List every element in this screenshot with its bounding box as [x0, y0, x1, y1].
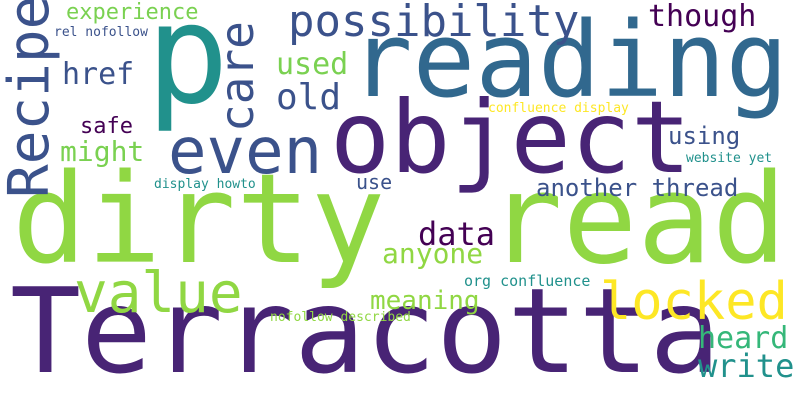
word-even: even	[168, 115, 323, 189]
word-data: data	[418, 215, 496, 253]
word-used: used	[276, 47, 349, 82]
word-old: old	[276, 77, 342, 118]
word-another-thread: another thread	[536, 174, 739, 202]
word-write: write	[698, 347, 795, 385]
word-display-howto: display howto	[154, 177, 256, 192]
word-experience: experience	[66, 0, 199, 25]
word-reading: reading	[350, 0, 789, 121]
word-org-confluence: org confluence	[464, 272, 591, 290]
word-p: p	[146, 0, 230, 135]
word-though: though	[648, 0, 757, 34]
word-possibility: possibility	[288, 0, 580, 47]
word-recipe: Recipe	[0, 0, 62, 198]
word-might: might	[60, 135, 145, 168]
word-heard: heard	[698, 321, 789, 356]
word-anyone: anyone	[382, 237, 484, 270]
word-use: use	[356, 170, 393, 194]
word-locked: locked	[600, 272, 788, 332]
word-nofollow-described: nofollow described	[270, 310, 411, 325]
word-confluence-display: confluence display	[488, 101, 629, 116]
word-rel-nofollow: rel nofollow	[54, 25, 148, 40]
word-object: object	[330, 79, 692, 196]
word-terracotta: Terracotta	[10, 262, 721, 400]
word-read: read	[488, 148, 787, 292]
word-website-yet: website yet	[686, 151, 773, 166]
word-dirty: dirty	[12, 148, 386, 292]
word-meaning: meaning	[370, 286, 480, 316]
word-safe: safe	[80, 114, 133, 139]
word-using: using	[668, 122, 741, 150]
word-href: href	[62, 57, 135, 92]
word-care: care	[210, 21, 264, 132]
word-value: value	[74, 261, 243, 326]
